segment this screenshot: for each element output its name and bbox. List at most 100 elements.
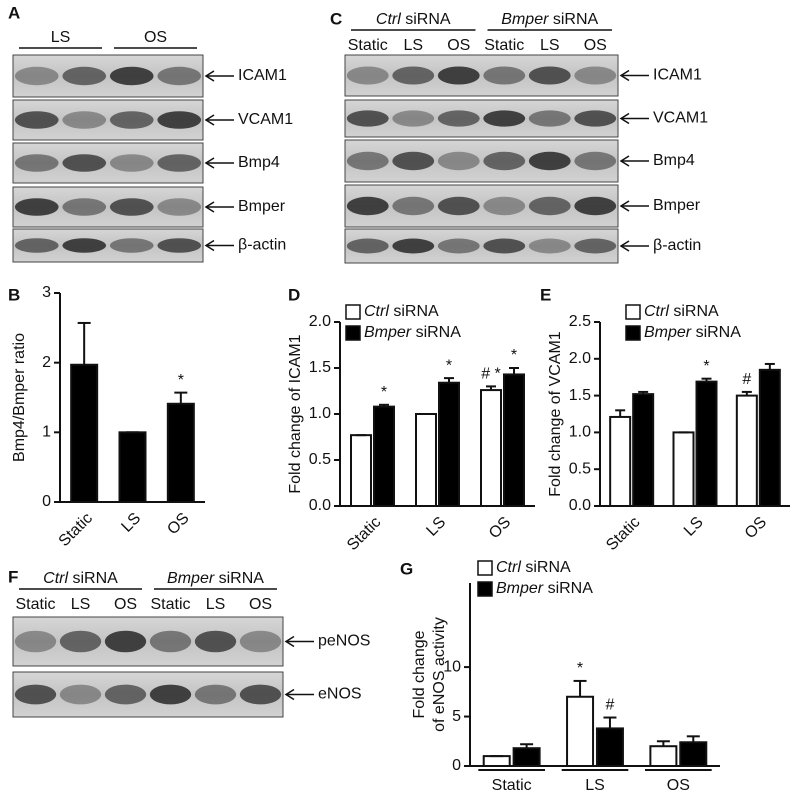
bar — [679, 741, 708, 767]
x-tick-label: OS — [164, 510, 192, 538]
bar — [632, 393, 655, 507]
blot-band — [574, 196, 617, 216]
blot-band — [14, 154, 59, 172]
band-label: VCAM1 — [238, 111, 293, 128]
blot-band — [528, 238, 571, 254]
y-tick-label: 3 — [42, 284, 51, 301]
y-tick-label: 2 — [42, 354, 51, 371]
blot-band — [392, 196, 435, 216]
band-label: ICAM1 — [238, 67, 287, 84]
blot-band — [14, 66, 59, 86]
lane-label: LS — [403, 37, 423, 54]
arrow-head — [619, 112, 630, 125]
x-tick-label: LS — [423, 514, 449, 540]
annotation: * — [511, 347, 517, 364]
x-tick-label: OS — [486, 514, 514, 542]
legend-label: Ctrl siRNA — [644, 303, 719, 320]
lane-label: LS — [540, 37, 560, 54]
bar — [512, 747, 541, 767]
y-tick-label: 0.5 — [309, 451, 331, 468]
band-label: Bmper — [238, 198, 286, 215]
blot-band — [109, 154, 154, 172]
lane-label: Static — [150, 596, 190, 613]
panel-letter: F — [8, 567, 18, 586]
blot-band — [157, 238, 202, 253]
legend-swatch — [625, 304, 641, 320]
blot-band — [14, 238, 59, 253]
y-tick-label: 0.5 — [569, 460, 591, 477]
blot-band — [346, 196, 389, 216]
blot-band — [194, 684, 237, 705]
bar — [166, 402, 195, 503]
x-tick-label: Static — [492, 777, 532, 794]
blot-band — [483, 238, 526, 254]
panel-letter: A — [8, 3, 20, 22]
blot-band — [14, 111, 59, 129]
blot-strip — [12, 54, 204, 98]
blot-band — [109, 238, 154, 253]
lane-label: Static — [484, 37, 524, 54]
blot-strip — [12, 671, 284, 718]
bar — [503, 373, 525, 507]
annotation: * — [381, 384, 387, 401]
x-tick-label: LS — [118, 510, 144, 536]
blot-band — [109, 66, 154, 86]
y-tick-label: 5 — [452, 708, 461, 725]
group-label: LS — [51, 29, 71, 46]
annotation: # — [742, 371, 751, 388]
blot-band — [62, 198, 107, 216]
blot-band — [437, 196, 480, 216]
legend-label: Bmper siRNA — [496, 580, 593, 597]
bar — [70, 363, 99, 503]
bar — [649, 745, 678, 767]
y-tick-label: 1.0 — [309, 405, 331, 422]
blot-band — [149, 684, 192, 705]
bar — [350, 434, 372, 507]
blot-band — [194, 630, 237, 653]
blot-band — [483, 110, 526, 127]
band-label: ICAM1 — [653, 67, 702, 84]
blot-band — [62, 111, 107, 129]
lane-label: Static — [15, 596, 55, 613]
y-tick-label: 0 — [42, 493, 51, 510]
annotation: * — [703, 358, 709, 375]
arrow-head — [204, 157, 215, 169]
blot-band — [574, 110, 617, 127]
band-label: Bmp4 — [653, 152, 695, 169]
blot-band — [437, 66, 480, 85]
y-axis-label: Fold change of ICAM1 — [287, 334, 304, 493]
blot-band — [157, 66, 202, 86]
legend-swatch — [345, 325, 361, 341]
x-tick-label: Static — [56, 510, 96, 550]
blot-band — [437, 110, 480, 127]
y-tick-label: 1.0 — [569, 424, 591, 441]
blot-band — [62, 238, 107, 253]
band-label: β-actin — [653, 237, 701, 254]
blot-band — [109, 111, 154, 129]
blot-band — [392, 238, 435, 254]
y-axis-label: of eNOS activity — [431, 617, 448, 732]
blot-band — [483, 196, 526, 216]
blot-band — [392, 151, 435, 171]
group-label: OS — [144, 29, 167, 46]
y-axis-label: Bmp4/Bmper ratio — [11, 333, 28, 462]
x-tick-label: Static — [344, 514, 384, 554]
arrow-head — [204, 114, 215, 126]
arrow-head — [204, 201, 215, 213]
y-tick-label: 1.5 — [309, 359, 331, 376]
band-label: eNOS — [318, 686, 362, 703]
y-tick-label: 1 — [42, 424, 51, 441]
x-tick-label: OS — [667, 777, 690, 794]
legend-swatch — [477, 560, 493, 576]
blot-band — [239, 684, 282, 705]
legend-label: Ctrl siRNA — [364, 303, 439, 320]
legend-label: Bmper siRNA — [364, 324, 461, 341]
blot-strip — [344, 184, 619, 228]
blot-band — [483, 66, 526, 85]
y-tick-label: 2.0 — [569, 350, 591, 367]
arrow-head — [619, 69, 630, 82]
blot-band — [574, 151, 617, 171]
blot-band — [437, 151, 480, 171]
y-tick-label: 2.0 — [309, 313, 331, 330]
y-tick-label: 10 — [443, 658, 461, 675]
